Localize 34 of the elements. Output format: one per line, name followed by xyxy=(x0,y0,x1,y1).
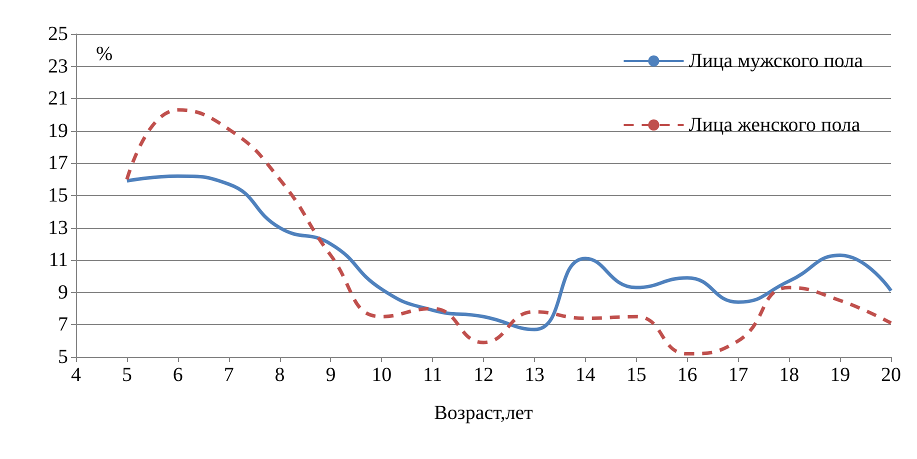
legend-label: Лица женского пола xyxy=(688,114,860,136)
y-tick-label: 7 xyxy=(58,314,68,336)
y-tick-label: 19 xyxy=(48,120,68,142)
y-tick-label: 21 xyxy=(48,88,68,110)
y-tick-label: 11 xyxy=(48,249,68,272)
y-tick-label: 13 xyxy=(48,216,68,239)
x-axis-title: Возраст,лет xyxy=(434,402,534,424)
x-tick-label: 12 xyxy=(474,364,494,386)
x-tick-label: 5 xyxy=(122,364,132,386)
x-tick-label: 15 xyxy=(626,364,646,386)
y-tick-label: 9 xyxy=(58,281,68,304)
x-tick-label: 20 xyxy=(881,364,901,386)
x-tick-label: 17 xyxy=(728,364,748,386)
y-tick-label: 5 xyxy=(58,346,68,368)
line-series xyxy=(125,174,893,332)
line-series xyxy=(125,108,893,356)
x-tick-label: 19 xyxy=(830,364,850,386)
x-tick-label: 16 xyxy=(677,364,698,386)
x-tick-label: 18 xyxy=(779,364,800,386)
x-tick-label: 6 xyxy=(172,364,183,386)
x-tick-label: 7 xyxy=(224,364,234,386)
y-tick-label: 23 xyxy=(48,55,68,78)
y-tick-label: 25 xyxy=(48,23,68,45)
y-tick-label: 17 xyxy=(48,152,68,174)
x-tick-label: 11 xyxy=(422,364,442,386)
x-tick-label: 14 xyxy=(575,364,596,386)
y-tick-label: 15 xyxy=(48,184,68,206)
x-tick-label: 8 xyxy=(274,364,285,386)
x-tick-label: 13 xyxy=(524,364,544,386)
legend-label: Лица мужского пола xyxy=(688,50,864,72)
y-axis-title: % xyxy=(96,43,113,65)
x-tick-label: 4 xyxy=(71,364,81,386)
x-tick-label: 9 xyxy=(326,364,336,386)
x-tick-label: 10 xyxy=(372,364,392,386)
